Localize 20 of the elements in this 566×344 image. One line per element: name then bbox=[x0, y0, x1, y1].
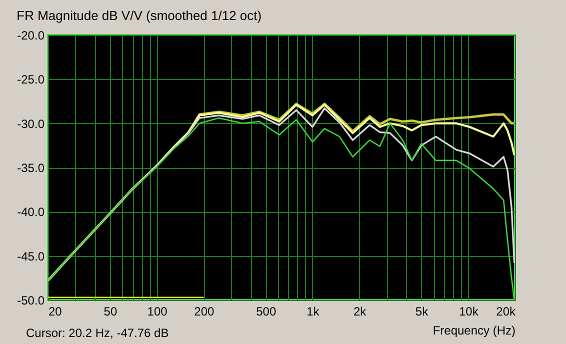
chart-title: FR Magnitude dB V/V (smoothed 1/12 oct) bbox=[16, 8, 262, 23]
x-tick-label: 500 bbox=[256, 304, 276, 318]
x-tick-label: 20 bbox=[48, 304, 62, 318]
x-tick-label: 1k bbox=[306, 304, 320, 318]
x-tick-label: 20k bbox=[496, 304, 516, 318]
y-tick-label: -40.0 bbox=[17, 205, 45, 220]
x-tick-label: 10k bbox=[458, 304, 480, 318]
y-tick-label: -35.0 bbox=[17, 161, 45, 175]
y-tick-label: -50.0 bbox=[17, 294, 45, 308]
x-tick-label: 50 bbox=[104, 304, 118, 318]
x-axis-title: Frequency (Hz) bbox=[432, 324, 516, 338]
x-tick-label: 200 bbox=[194, 304, 214, 318]
y-tick-label: -30.0 bbox=[17, 116, 45, 131]
y-tick-label: -20.0 bbox=[17, 28, 45, 42]
x-tick-label: 100 bbox=[147, 304, 168, 318]
y-tick-label: -25.0 bbox=[17, 72, 45, 87]
text: Cursor: 20.2 Hz, -47.76 dB bbox=[26, 326, 169, 340]
x-tick-label: 2k bbox=[353, 304, 368, 318]
y-tick-label: -45.0 bbox=[17, 249, 45, 264]
x-tick-label: 5k bbox=[415, 304, 430, 318]
